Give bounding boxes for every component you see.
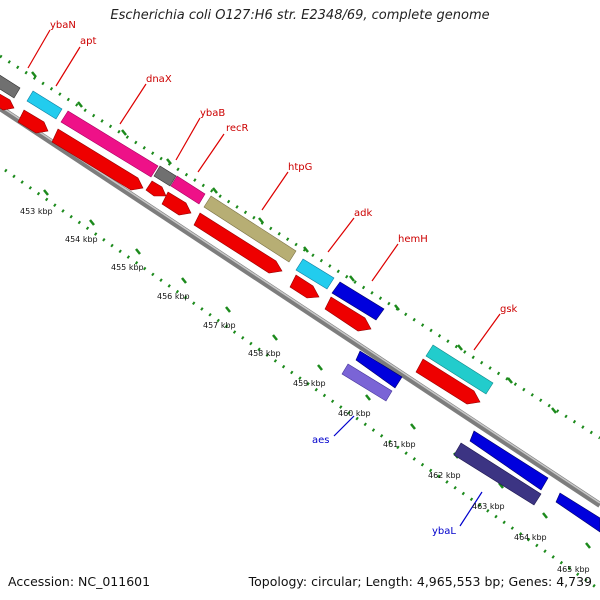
gene-ybaO-arrow [469, 430, 549, 491]
gene-htpG-box [203, 195, 297, 263]
kbp-label-458: 458 kbp [248, 349, 281, 358]
gene-label-gsk: gsk [500, 304, 518, 315]
gene-label-ybaL: ybaL [432, 526, 456, 537]
kbp-label-456: 456 kbp [157, 292, 190, 301]
forward-genes [0, 74, 494, 395]
gene-label-ybaB: ybaB [200, 108, 225, 119]
kbp-label-463: 463 kbp [472, 502, 505, 511]
kbp-labels: 453 kbp 454 kbp 455 kbp 456 kbp 457 kbp … [20, 207, 590, 574]
outer-major-ticks [31, 71, 557, 414]
gene-adk-box [295, 258, 335, 290]
gene-dnaX-box [60, 110, 159, 178]
gene-hemH-box [331, 281, 385, 321]
gene-ybaN-box [0, 74, 21, 99]
reverse-genes [341, 350, 600, 533]
forward-cds-arrows [0, 93, 481, 405]
gene-ybaM-arrow [355, 350, 403, 389]
genome-backbone-highlight [0, 105, 600, 504]
gene-gsk-box [425, 344, 494, 395]
gene-label-hemH: hemH [398, 234, 428, 245]
kbp-label-465: 465 kbp [557, 565, 590, 574]
gene-label-aes: aes [312, 435, 330, 446]
inner-major-ticks [43, 189, 591, 549]
inner-tick-ring [4, 168, 600, 592]
gene-apt-box [26, 90, 63, 120]
gene-recR-box [170, 175, 206, 205]
kbp-label-459: 459 kbp [293, 379, 326, 388]
gene-ybaB-box [153, 165, 177, 187]
genome-backbone [0, 105, 600, 508]
gene-label-adk: adk [354, 208, 372, 219]
kbp-label-460: 460 kbp [338, 409, 371, 418]
gene-label-recR: recR [226, 123, 249, 134]
map-title: Escherichia coli O127:H6 str. E2348/69, … [110, 8, 490, 23]
gene-label-dnaX: dnaX [146, 74, 172, 85]
gene-label-htpG: htpG [288, 162, 312, 173]
gene-label-apt: apt [80, 36, 96, 47]
kbp-label-464: 464 kbp [514, 533, 547, 542]
kbp-label-455: 455 kbp [111, 263, 144, 272]
kbp-label-454: 454 kbp [65, 235, 98, 244]
accession-label: Accession: NC_011601 [8, 574, 151, 589]
gene-labels: ybaN apt dnaX ybaB recR htpG adk hemH gs… [50, 20, 518, 537]
gene-ybaL-box [453, 442, 542, 506]
label-leader-lines [27, 29, 501, 527]
kbp-label-457: 457 kbp [203, 321, 236, 330]
kbp-label-453: 453 kbp [20, 207, 53, 216]
kbp-label-462: 462 kbp [428, 471, 461, 480]
topology-label: Topology: circular; Length: 4,965,553 bp… [248, 574, 592, 589]
gene-next-arrow [555, 492, 600, 533]
kbp-label-461: 461 kbp [383, 440, 416, 449]
gene-aes-box [341, 363, 393, 402]
gene-label-ybaN: ybaN [50, 20, 76, 31]
